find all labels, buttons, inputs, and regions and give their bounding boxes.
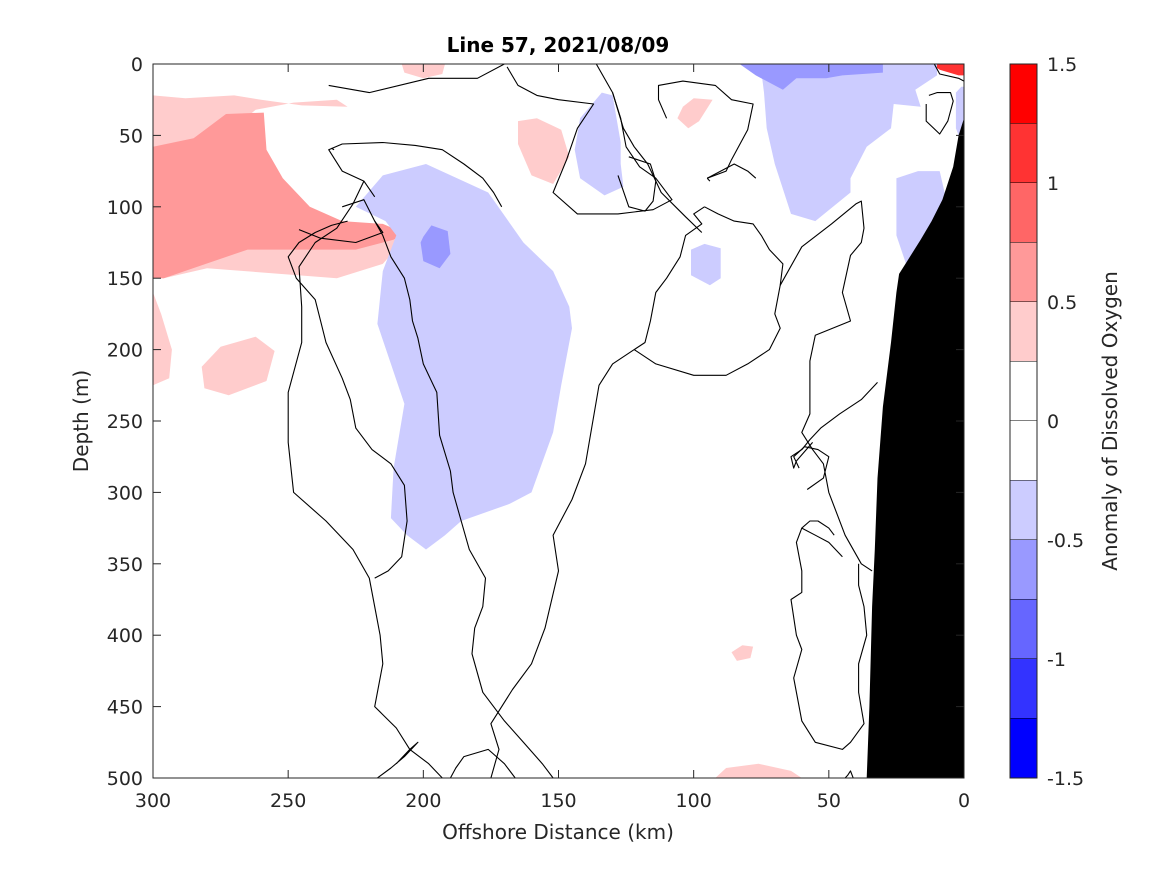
zero-contour-8 — [779, 200, 873, 572]
anomaly-region-positive-anomaly-bottom-75 — [715, 763, 802, 778]
y-axis-label: Depth (m) — [69, 370, 93, 472]
colorbar-swatch-9 — [1010, 599, 1037, 659]
anomaly-region-positive-anomaly-patch-100 — [677, 98, 713, 129]
zero-contour-21 — [287, 220, 408, 579]
y-tick-label-0: 0 — [131, 54, 143, 76]
colorbar-tick-label-2: 0.5 — [1047, 292, 1077, 314]
zero-contour-6 — [633, 206, 705, 351]
colorbar-swatch-11 — [1010, 718, 1037, 778]
zero-contour-10 — [925, 92, 954, 135]
x-tick-label-250: 250 — [270, 790, 306, 812]
zero-contour-18 — [328, 141, 503, 208]
zero-contour-14 — [801, 520, 843, 558]
colorbar-swatch-5 — [1010, 361, 1037, 421]
colorbar: 1.5 1 0.5 0 -0.5 -1 -1.5 — [1009, 54, 1084, 790]
colorbar-swatch-8 — [1010, 540, 1037, 600]
y-tick-label-400: 400 — [107, 625, 143, 647]
y-tick-label-100: 100 — [107, 197, 143, 219]
zero-contour-layer — [287, 64, 964, 778]
x-tick-label-300: 300 — [135, 790, 171, 812]
anomaly-region-negative-anomaly-core-195 — [420, 225, 451, 269]
anomaly-region-positive-anomaly-patch-155 — [518, 118, 570, 184]
zero-contour-11 — [790, 382, 878, 469]
zero-contour-4 — [617, 156, 657, 212]
anomaly-fill-layer — [153, 64, 964, 778]
colorbar-tick-label-5: -1 — [1047, 649, 1066, 671]
zero-contour-17 — [298, 199, 384, 244]
zero-contour-22 — [377, 741, 419, 778]
anomaly-region-positive-anomaly-corner — [931, 64, 964, 76]
y-tick-label-50: 50 — [119, 125, 143, 147]
colorbar-swatch-3 — [1010, 242, 1037, 302]
anomaly-region-positive-anomaly-core — [153, 112, 410, 279]
anomaly-region-positive-anomaly-patch-85 — [731, 645, 754, 661]
x-axis-label: Offshore Distance (km) — [442, 820, 674, 844]
y-tick-label-450: 450 — [107, 697, 143, 719]
y-tick-label-200: 200 — [107, 340, 143, 362]
anomaly-region-negative-anomaly-large — [355, 164, 572, 550]
y-tick-label-150: 150 — [107, 268, 143, 290]
colorbar-swatch-4 — [1010, 302, 1037, 362]
zero-contour-7 — [633, 206, 784, 376]
colorbar-tick-label-0: 1.5 — [1047, 54, 1077, 76]
colorbar-frame — [1009, 63, 1038, 779]
x-tick-label-150: 150 — [540, 790, 576, 812]
zero-contour-23 — [449, 748, 516, 778]
zero-contour-24 — [844, 770, 854, 778]
zero-contour-9 — [933, 64, 964, 82]
colorbar-tick-label-1: 1 — [1047, 173, 1059, 195]
zero-contour-5 — [490, 349, 635, 778]
zero-contour-25 — [331, 147, 335, 151]
zero-contour-19 — [374, 220, 554, 778]
y-tick-label-250: 250 — [107, 411, 143, 433]
y-tick-label-500: 500 — [107, 768, 143, 790]
anomaly-region-positive-anomaly-southwest — [153, 292, 172, 386]
colorbar-label: Anomaly of Dissolved Oxygen — [1098, 271, 1122, 571]
zero-contour-16 — [328, 64, 505, 94]
zero-contour-15 — [790, 527, 868, 750]
colorbar-tick-label-3: 0 — [1047, 411, 1059, 433]
colorbar-tick-label-6: -1.5 — [1047, 768, 1084, 790]
colorbar-tick-label-4: -0.5 — [1047, 530, 1084, 552]
anomaly-region-negative-anomaly-surface — [739, 64, 937, 222]
x-axis: 300 250 200 150 100 50 0 — [135, 64, 970, 812]
chart-title: Line 57, 2021/08/09 — [447, 33, 670, 57]
x-tick-label-0: 0 — [958, 790, 970, 812]
colorbar-swatch-2 — [1010, 183, 1037, 243]
colorbar-swatch-0 — [1010, 64, 1037, 124]
zero-contour-20 — [287, 180, 443, 778]
anomaly-region-negative-anomaly-patch-135 — [574, 92, 624, 196]
land-mask — [866, 118, 964, 778]
zero-contour-26 — [706, 177, 711, 182]
colorbar-swatch-7 — [1010, 480, 1037, 540]
anomaly-region-positive-anomaly-patch-210 — [201, 336, 275, 396]
colorbar-swatch-1 — [1010, 123, 1037, 183]
y-tick-label-350: 350 — [107, 554, 143, 576]
anomaly-region-negative-anomaly-surface-core — [739, 64, 883, 90]
zero-contour-0 — [506, 64, 673, 215]
colorbar-swatch-10 — [1010, 659, 1037, 719]
zero-contour-13 — [793, 446, 830, 490]
colorbar-swatch-6 — [1010, 421, 1037, 481]
y-axis: 0 50 100 150 200 250 300 350 400 450 500 — [107, 54, 964, 790]
zero-contour-3 — [706, 163, 757, 179]
land-mask-layer — [866, 118, 964, 778]
y-tick-label-300: 300 — [107, 482, 143, 504]
zero-contour-1 — [612, 92, 703, 233]
x-tick-label-100: 100 — [676, 790, 712, 812]
anomaly-region-negative-anomaly-patch-95 — [691, 243, 721, 286]
zero-contour-2 — [657, 80, 754, 179]
x-tick-label-200: 200 — [405, 790, 441, 812]
x-tick-label-50: 50 — [817, 790, 841, 812]
